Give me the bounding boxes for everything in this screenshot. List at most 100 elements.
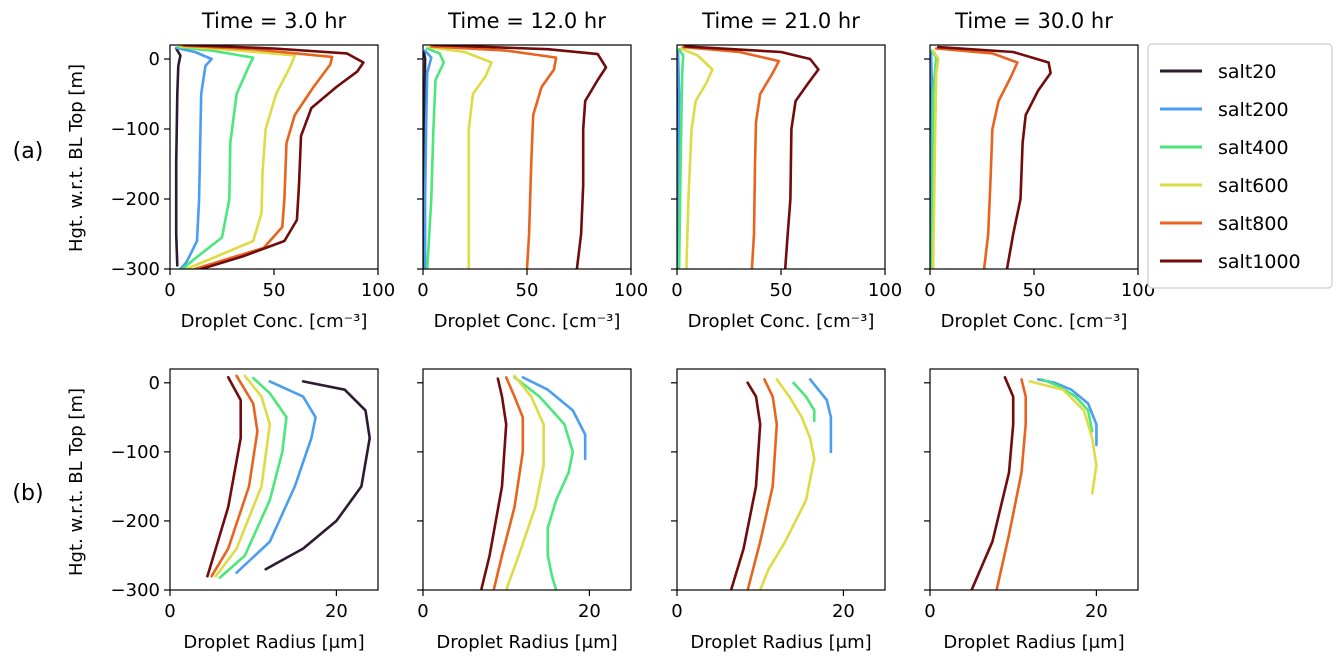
x-tick-label: 100 bbox=[1121, 280, 1155, 301]
x-tick-label: 100 bbox=[868, 280, 902, 301]
x-tick-label: 20 bbox=[832, 601, 855, 622]
plot-frame bbox=[929, 44, 1139, 270]
series-line-salt600 bbox=[758, 378, 816, 590]
legend-label-salt1000: salt1000 bbox=[1218, 251, 1301, 273]
row-b-label: (b) bbox=[12, 481, 43, 506]
x-axis-label: Droplet Radius [μm] bbox=[943, 632, 1124, 653]
y-tick-label: 0 bbox=[149, 373, 160, 394]
series-line-salt400 bbox=[177, 45, 255, 269]
x-tick-label: 0 bbox=[417, 601, 428, 622]
series-line-salt600 bbox=[1028, 380, 1098, 495]
series-line-salt1000 bbox=[183, 45, 365, 269]
x-tick-label: 100 bbox=[361, 280, 395, 301]
x-axis-label: Droplet Conc. [cm⁻³] bbox=[688, 311, 875, 332]
series-line-salt800 bbox=[210, 374, 259, 578]
series-line-salt200 bbox=[521, 376, 587, 461]
series-line-salt800 bbox=[934, 47, 1019, 269]
row-b-ylabel: Hgt. w.r.t. BL Top [m] bbox=[66, 388, 87, 576]
x-tick-label: 50 bbox=[1023, 280, 1046, 301]
legend-label-salt400: salt400 bbox=[1218, 137, 1289, 159]
legend-label-salt200: salt200 bbox=[1218, 99, 1289, 121]
x-tick-label: 0 bbox=[164, 280, 175, 301]
panel-title: Time = 30.0 hr bbox=[954, 9, 1113, 33]
series-line-salt1000 bbox=[729, 381, 762, 590]
series-line-salt200 bbox=[423, 49, 433, 269]
x-axis-label: Droplet Radius [μm] bbox=[183, 632, 364, 653]
x-tick-label: 0 bbox=[417, 280, 428, 301]
row-a-ylabel: Hgt. w.r.t. BL Top [m] bbox=[66, 64, 87, 252]
series-line-salt200 bbox=[235, 380, 317, 574]
x-tick-label: 20 bbox=[1085, 601, 1108, 622]
panel-title: Time = 3.0 hr bbox=[201, 9, 347, 33]
series-line-salt400 bbox=[218, 376, 288, 579]
series-line-salt800 bbox=[181, 45, 334, 269]
series-line-salt600 bbox=[214, 374, 272, 578]
y-tick-label: −300 bbox=[111, 580, 160, 601]
x-axis-label: Droplet Radius [μm] bbox=[436, 632, 617, 653]
y-tick-label: −200 bbox=[111, 189, 160, 210]
series-line-salt20 bbox=[264, 380, 371, 571]
series-line-salt20 bbox=[174, 47, 182, 267]
x-tick-label: 0 bbox=[671, 601, 682, 622]
y-tick-label: −100 bbox=[111, 119, 160, 140]
y-tick-label: −100 bbox=[111, 442, 160, 463]
legend-frame bbox=[1147, 43, 1333, 289]
series-line-salt600 bbox=[504, 374, 545, 590]
x-tick-label: 0 bbox=[924, 601, 935, 622]
x-tick-label: 20 bbox=[325, 601, 348, 622]
series-line-salt400 bbox=[1041, 378, 1094, 433]
series-line-salt200 bbox=[808, 378, 833, 454]
panel-a-3: Time = 21.0 hr 0 50 100 Droplet Conc. [cm⁻³] bbox=[671, 9, 902, 332]
x-tick-label: 0 bbox=[164, 601, 175, 622]
plot-frame bbox=[929, 368, 1139, 591]
series-line-salt600 bbox=[179, 45, 297, 269]
plot-frame bbox=[422, 368, 632, 591]
series-line-salt800 bbox=[746, 378, 779, 590]
series-line-salt1000 bbox=[937, 45, 1052, 269]
panel-b-4: 0 20 Droplet Radius [μm] bbox=[924, 368, 1139, 653]
legend-label-salt600: salt600 bbox=[1218, 175, 1289, 197]
series-line-salt200 bbox=[174, 46, 213, 269]
x-tick-label: 0 bbox=[671, 280, 682, 301]
series-line-salt1000 bbox=[970, 376, 1015, 590]
x-axis-label: Droplet Conc. [cm⁻³] bbox=[434, 311, 621, 332]
panel-b-1: 0 20 0 −100 −200 −300 Droplet Radius [μm] bbox=[111, 368, 379, 653]
row-a-label: (a) bbox=[13, 139, 44, 164]
panel-b-3: 0 20 Droplet Radius [μm] bbox=[671, 368, 886, 653]
panel-a-2: Time = 12.0 hr 0 50 100 Droplet Conc. [cm⁻³] bbox=[417, 9, 648, 332]
legend: salt20 salt200 salt400 salt600 salt800 salt10… bbox=[1147, 43, 1333, 289]
x-tick-label: 50 bbox=[516, 280, 539, 301]
x-tick-label: 50 bbox=[770, 280, 793, 301]
series-line-salt200 bbox=[677, 49, 681, 269]
panels-layer: Time = 3.0 hr 0 50 100 0 −100 −200 −300 Droplet … bbox=[111, 9, 1156, 653]
y-tick-label: 0 bbox=[149, 49, 160, 70]
legend-label-salt20: salt20 bbox=[1218, 61, 1276, 83]
series-line-salt400 bbox=[513, 376, 575, 590]
series-line-salt1000 bbox=[684, 45, 820, 269]
x-axis-label: Droplet Conc. [cm⁻³] bbox=[941, 311, 1128, 332]
legend-label-salt800: salt800 bbox=[1218, 213, 1289, 235]
x-tick-label: 0 bbox=[924, 280, 935, 301]
series-line-salt600 bbox=[427, 45, 493, 269]
y-tick-label: −200 bbox=[111, 511, 160, 532]
series-line-salt1000 bbox=[479, 377, 508, 590]
panel-title: Time = 21.0 hr bbox=[701, 9, 860, 33]
series-line-salt800 bbox=[995, 378, 1027, 590]
y-tick-label: −300 bbox=[111, 259, 160, 280]
series-line-salt1000 bbox=[206, 376, 242, 578]
series-line-salt800 bbox=[492, 376, 525, 590]
plot-frame bbox=[676, 368, 886, 591]
panel-b-2: 0 20 Droplet Radius [μm] bbox=[417, 368, 632, 653]
series-line-salt1000 bbox=[432, 45, 608, 269]
series-line-salt800 bbox=[430, 45, 558, 269]
x-tick-label: 20 bbox=[578, 601, 601, 622]
x-tick-label: 100 bbox=[614, 280, 648, 301]
series-line-salt400 bbox=[677, 47, 685, 269]
x-axis-label: Droplet Radius [μm] bbox=[690, 632, 871, 653]
series-line-salt800 bbox=[681, 45, 781, 269]
x-tick-label: 50 bbox=[263, 280, 286, 301]
series-line-salt400 bbox=[792, 381, 816, 423]
series-line-salt600 bbox=[931, 49, 940, 269]
panel-a-1: Time = 3.0 hr 0 50 100 0 −100 −200 −300 Droplet … bbox=[111, 9, 396, 332]
